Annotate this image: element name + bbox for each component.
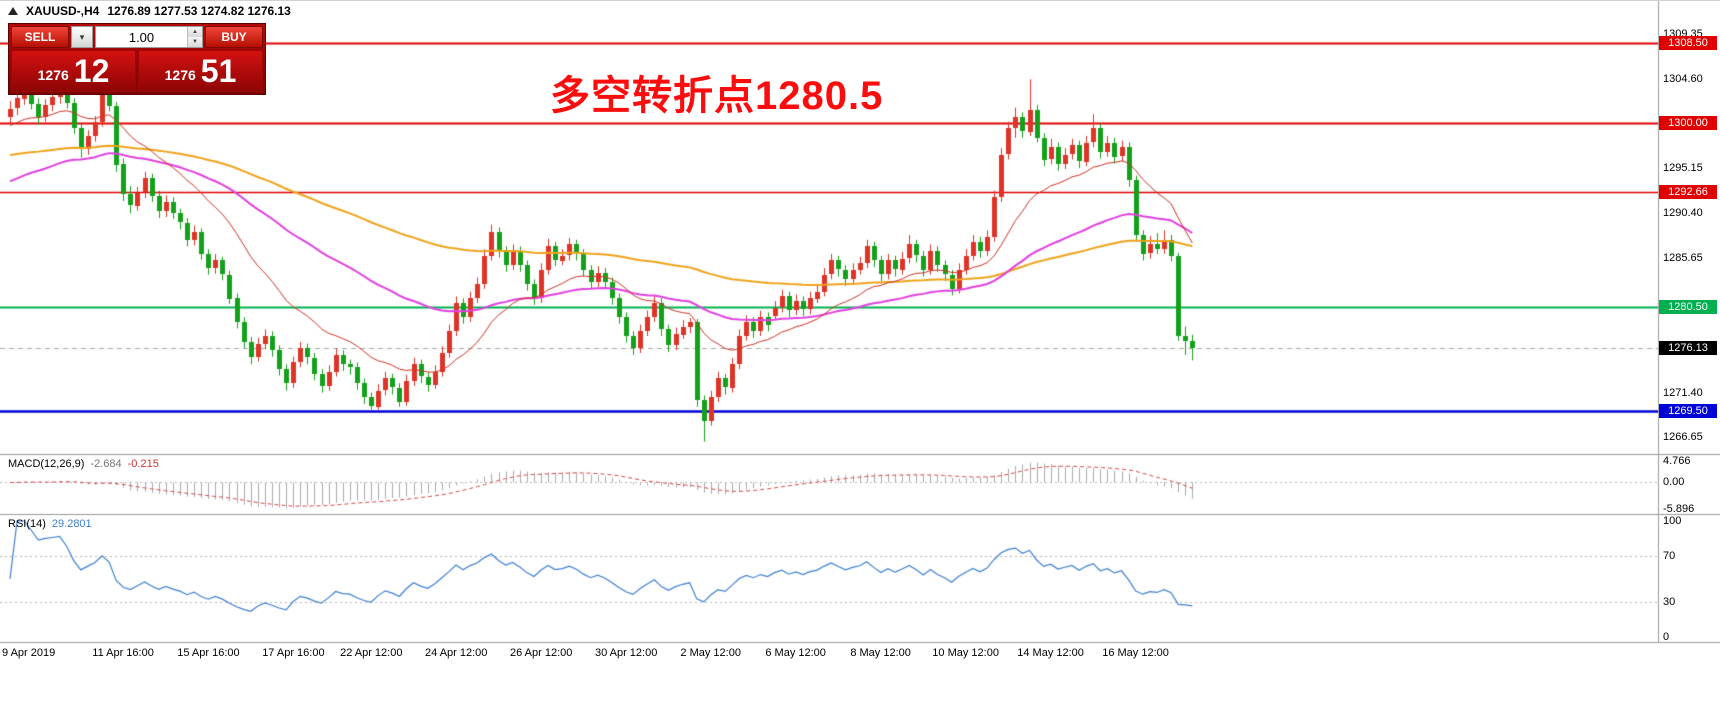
chevron-down-icon: ▾ — [79, 31, 85, 42]
buy-price-main: 1276 — [164, 67, 196, 83]
volume-input[interactable] — [96, 27, 187, 47]
rsi-value: 29.2801 — [51, 518, 92, 530]
macd-signal-value: -0.215 — [127, 458, 159, 470]
volume-decrease-button[interactable]: ▼ — [188, 37, 202, 47]
sell-price-pips: 12 — [73, 53, 110, 89]
volume-increase-button[interactable]: ▲ — [188, 27, 202, 37]
symbol-ohlc: 1276.89 1277.53 1274.82 1276.13 — [107, 4, 291, 18]
volume-field: ▲ ▼ — [95, 26, 203, 48]
arrow-up-icon: ▲ — [192, 29, 198, 35]
symbol-title: XAUUSD-,H4 — [26, 4, 100, 18]
rsi-name: RSI(14) — [8, 518, 46, 530]
rsi-indicator-label: RSI(14) 29.2801 — [8, 518, 92, 530]
buy-price-display[interactable]: 1276 51 — [138, 50, 263, 92]
volume-dropdown-button[interactable]: ▾ — [71, 26, 93, 48]
macd-name: MACD(12,26,9) — [8, 458, 85, 470]
annotation-text: 多空转折点1280.5 — [550, 74, 884, 118]
buy-button[interactable]: BUY — [205, 26, 263, 48]
chart-symbol-line: XAUUSD-,H4 1276.89 1277.53 1274.82 1276.… — [8, 4, 291, 18]
volume-spinner: ▲ ▼ — [187, 27, 202, 47]
sell-button[interactable]: SELL — [11, 26, 69, 48]
arrow-down-icon: ▼ — [192, 39, 198, 45]
buy-price-pips: 51 — [200, 53, 237, 89]
sell-price-display[interactable]: 1276 12 — [11, 50, 136, 92]
one-click-prices-row: 1276 12 1276 51 — [11, 50, 263, 92]
macd-main-value: -2.684 — [90, 458, 122, 470]
sell-price-main: 1276 — [37, 67, 69, 83]
one-click-toggle-icon[interactable] — [8, 7, 18, 15]
one-click-controls-row: SELL ▾ ▲ ▼ BUY — [11, 26, 263, 48]
one-click-trading-panel: SELL ▾ ▲ ▼ BUY 1276 12 1276 51 — [8, 23, 266, 95]
macd-indicator-label: MACD(12,26,9) -2.684 -0.215 — [8, 458, 159, 470]
